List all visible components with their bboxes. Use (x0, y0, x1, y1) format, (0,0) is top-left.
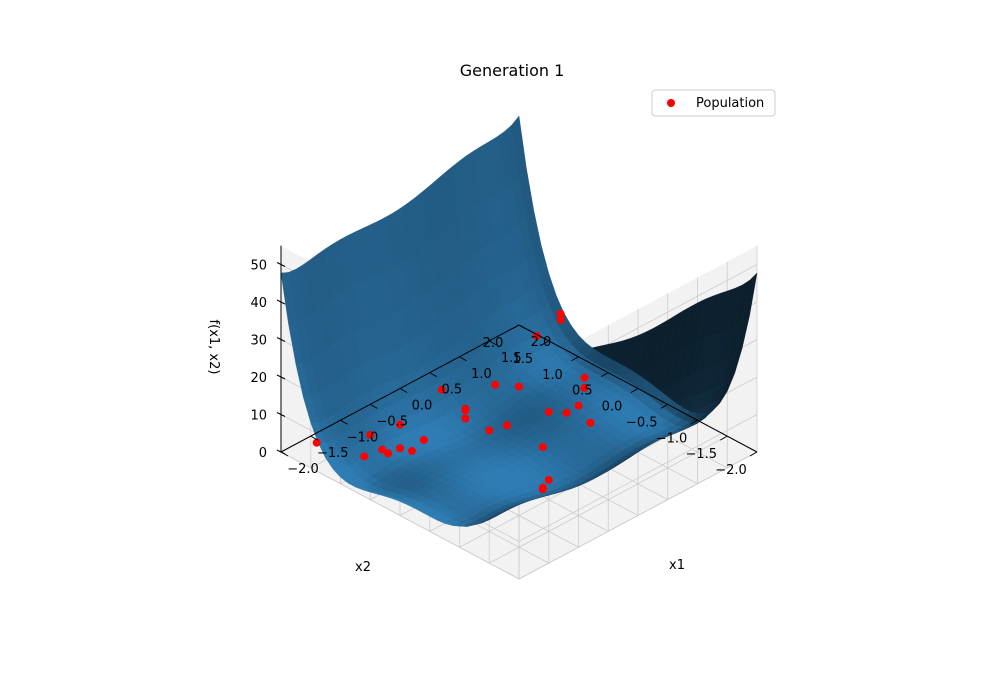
z-tick (276, 299, 286, 305)
legend-marker (667, 99, 675, 107)
population-point (360, 452, 369, 461)
x1-tick (340, 419, 348, 425)
x2-tick (541, 340, 549, 346)
population-point (485, 426, 494, 435)
population-point (461, 404, 470, 413)
x2-tick-label: 1.5 (512, 352, 533, 367)
population-point (580, 373, 589, 382)
z-tick-label: 30 (250, 334, 267, 349)
population-points (312, 309, 595, 494)
x2-tick-label: −2.0 (715, 463, 747, 478)
x1-tick (518, 324, 527, 330)
grid-wall-z (280, 451, 520, 580)
population-point (396, 420, 404, 429)
legend-box (651, 89, 776, 117)
z-tick-label: 0 (259, 446, 267, 461)
population-point (544, 476, 553, 484)
x1-tick-label: 1.5 (501, 351, 522, 366)
population-point (378, 445, 387, 454)
grid-wall-z (518, 451, 758, 580)
population-point (556, 315, 565, 324)
population-point (407, 446, 416, 455)
x2-tick-label: 2.0 (483, 336, 504, 351)
x2-tick-label: 0.5 (572, 384, 593, 399)
x2-tick-label: 1.0 (542, 368, 563, 383)
x2-axis-label: x2 (355, 560, 371, 575)
z-tick-label: 50 (250, 259, 267, 274)
population-point (538, 443, 547, 452)
x1-tick-label: −1.5 (317, 446, 349, 461)
population-point (562, 408, 571, 417)
x2-tick (690, 419, 698, 425)
z-tick-label: 10 (250, 409, 267, 424)
x1-tick (310, 435, 318, 441)
population-point (437, 385, 446, 394)
x1-tick (459, 356, 467, 362)
population-point (556, 309, 565, 318)
x1-tick-label: 2.0 (531, 335, 552, 350)
population-point (544, 407, 553, 416)
x2-tick (660, 403, 668, 409)
z-tick (276, 412, 286, 417)
z-tick (276, 262, 286, 267)
x2-tick (511, 324, 520, 330)
population-point (580, 383, 589, 392)
x1-tick (370, 403, 378, 409)
population-point (419, 436, 428, 444)
z-tick (276, 449, 286, 455)
x2-tick-label: 0.0 (602, 400, 623, 415)
x2-tick (571, 356, 579, 362)
grid-wall-z (518, 414, 758, 542)
x2-tick (749, 451, 758, 457)
population-point (396, 444, 404, 453)
x2-tick (720, 435, 728, 441)
population-point (384, 449, 393, 458)
tick-labels: −2.0−1.5−1.0−0.50.00.51.01.52.0−2.0−1.5−… (250, 259, 758, 478)
x2-tick (601, 372, 609, 378)
x2-tick-label: −0.5 (626, 415, 658, 430)
population-point (491, 380, 500, 389)
population-point (503, 421, 512, 430)
population-point (366, 431, 375, 439)
legend: Population (651, 89, 776, 117)
z-tick-label: 20 (250, 371, 267, 386)
population-point (574, 401, 583, 410)
surface-patch (511, 115, 527, 178)
x2-tick (630, 388, 639, 393)
x1-tick-label: −2.0 (287, 462, 319, 477)
x1-tick-label: −1.0 (347, 430, 379, 445)
z-tick (276, 337, 286, 342)
x2-tick-label: −1.5 (686, 447, 718, 462)
population-point (515, 382, 523, 391)
x1-tick-label: 0.5 (441, 383, 462, 398)
x1-tick-label: 1.0 (471, 367, 492, 382)
population-point (586, 418, 595, 427)
population-point (538, 483, 547, 492)
x1-tick-label: −0.5 (377, 414, 409, 429)
x1-axis-label: x1 (669, 558, 685, 573)
z-tick (276, 374, 286, 380)
z-axis-label: f(x1, x2) (206, 320, 221, 375)
x1-tick-label: 0.0 (412, 399, 433, 414)
chart-title: Generation 1 (460, 61, 565, 80)
x1-tick (399, 388, 408, 393)
x1-tick (489, 340, 497, 346)
legend-label-population: Population (696, 96, 764, 111)
population-point (461, 414, 470, 423)
x1-tick (429, 372, 437, 378)
population-point (312, 438, 321, 447)
x2-tick-label: −1.0 (656, 431, 688, 446)
z-tick-label: 40 (250, 296, 267, 311)
